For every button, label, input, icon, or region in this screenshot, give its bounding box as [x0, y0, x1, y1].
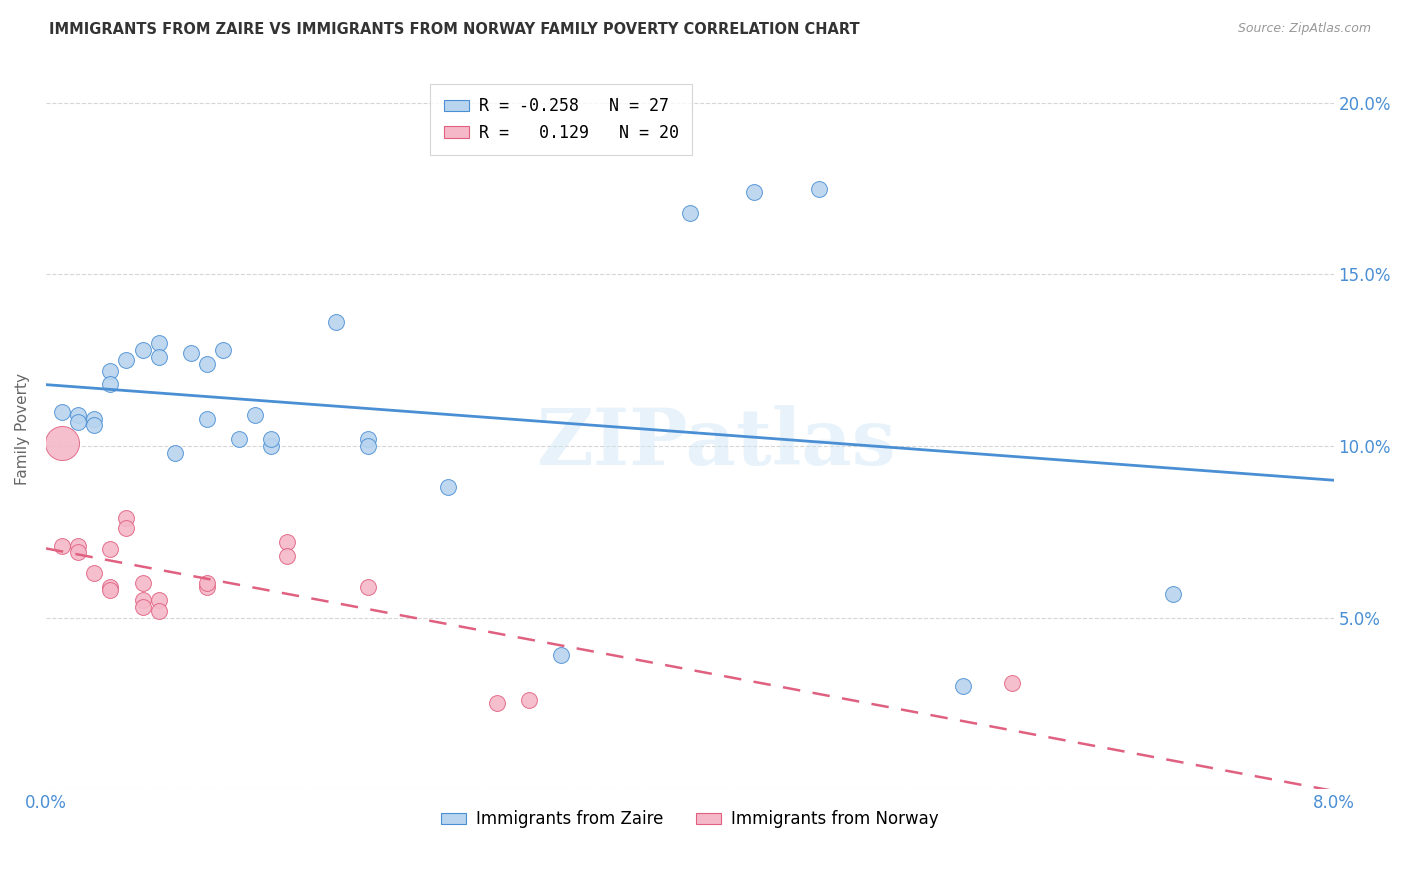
Point [485, 697, 508, 711]
Point [195, 357, 218, 371]
Point [148, 593, 170, 607]
Point [98, 583, 121, 598]
Point [212, 343, 235, 357]
Point [180, 346, 202, 360]
Text: Source: ZipAtlas.com: Source: ZipAtlas.com [1237, 22, 1371, 36]
Point [98, 377, 121, 392]
Point [148, 336, 170, 351]
Point [517, 693, 540, 707]
Y-axis label: Family Poverty: Family Poverty [15, 373, 30, 485]
Point [83, 411, 105, 425]
Point [98, 541, 121, 556]
Point [1001, 676, 1024, 690]
Point [115, 353, 138, 368]
Point [67, 408, 90, 422]
Point [245, 408, 267, 422]
Point [807, 181, 830, 195]
Point [357, 439, 380, 453]
Point [83, 418, 105, 433]
Point [357, 580, 380, 594]
Point [67, 415, 90, 429]
Point [195, 576, 218, 591]
Point [163, 446, 186, 460]
Point [131, 576, 153, 591]
Point [148, 350, 170, 364]
Point [276, 535, 298, 549]
Point [1161, 586, 1184, 600]
Point [67, 545, 90, 559]
Point [115, 521, 138, 535]
Point [195, 580, 218, 594]
Point [51, 435, 73, 450]
Point [98, 580, 121, 594]
Point [51, 405, 73, 419]
Point [67, 539, 90, 553]
Point [952, 679, 974, 693]
Point [131, 600, 153, 615]
Text: ZIPatlas: ZIPatlas [536, 405, 896, 482]
Point [115, 511, 138, 525]
Legend: Immigrants from Zaire, Immigrants from Norway: Immigrants from Zaire, Immigrants from N… [434, 804, 946, 835]
Point [260, 439, 283, 453]
Point [83, 566, 105, 580]
Point [195, 411, 218, 425]
Point [148, 604, 170, 618]
Point [260, 432, 283, 446]
Point [131, 343, 153, 357]
Point [276, 549, 298, 563]
Point [228, 432, 250, 446]
Point [131, 593, 153, 607]
Point [550, 648, 572, 663]
Point [679, 205, 702, 219]
Point [98, 363, 121, 377]
Point [357, 432, 380, 446]
Text: IMMIGRANTS FROM ZAIRE VS IMMIGRANTS FROM NORWAY FAMILY POVERTY CORRELATION CHART: IMMIGRANTS FROM ZAIRE VS IMMIGRANTS FROM… [49, 22, 860, 37]
Point [325, 316, 347, 330]
Point [51, 539, 73, 553]
Point [742, 185, 765, 199]
Point [437, 480, 460, 494]
